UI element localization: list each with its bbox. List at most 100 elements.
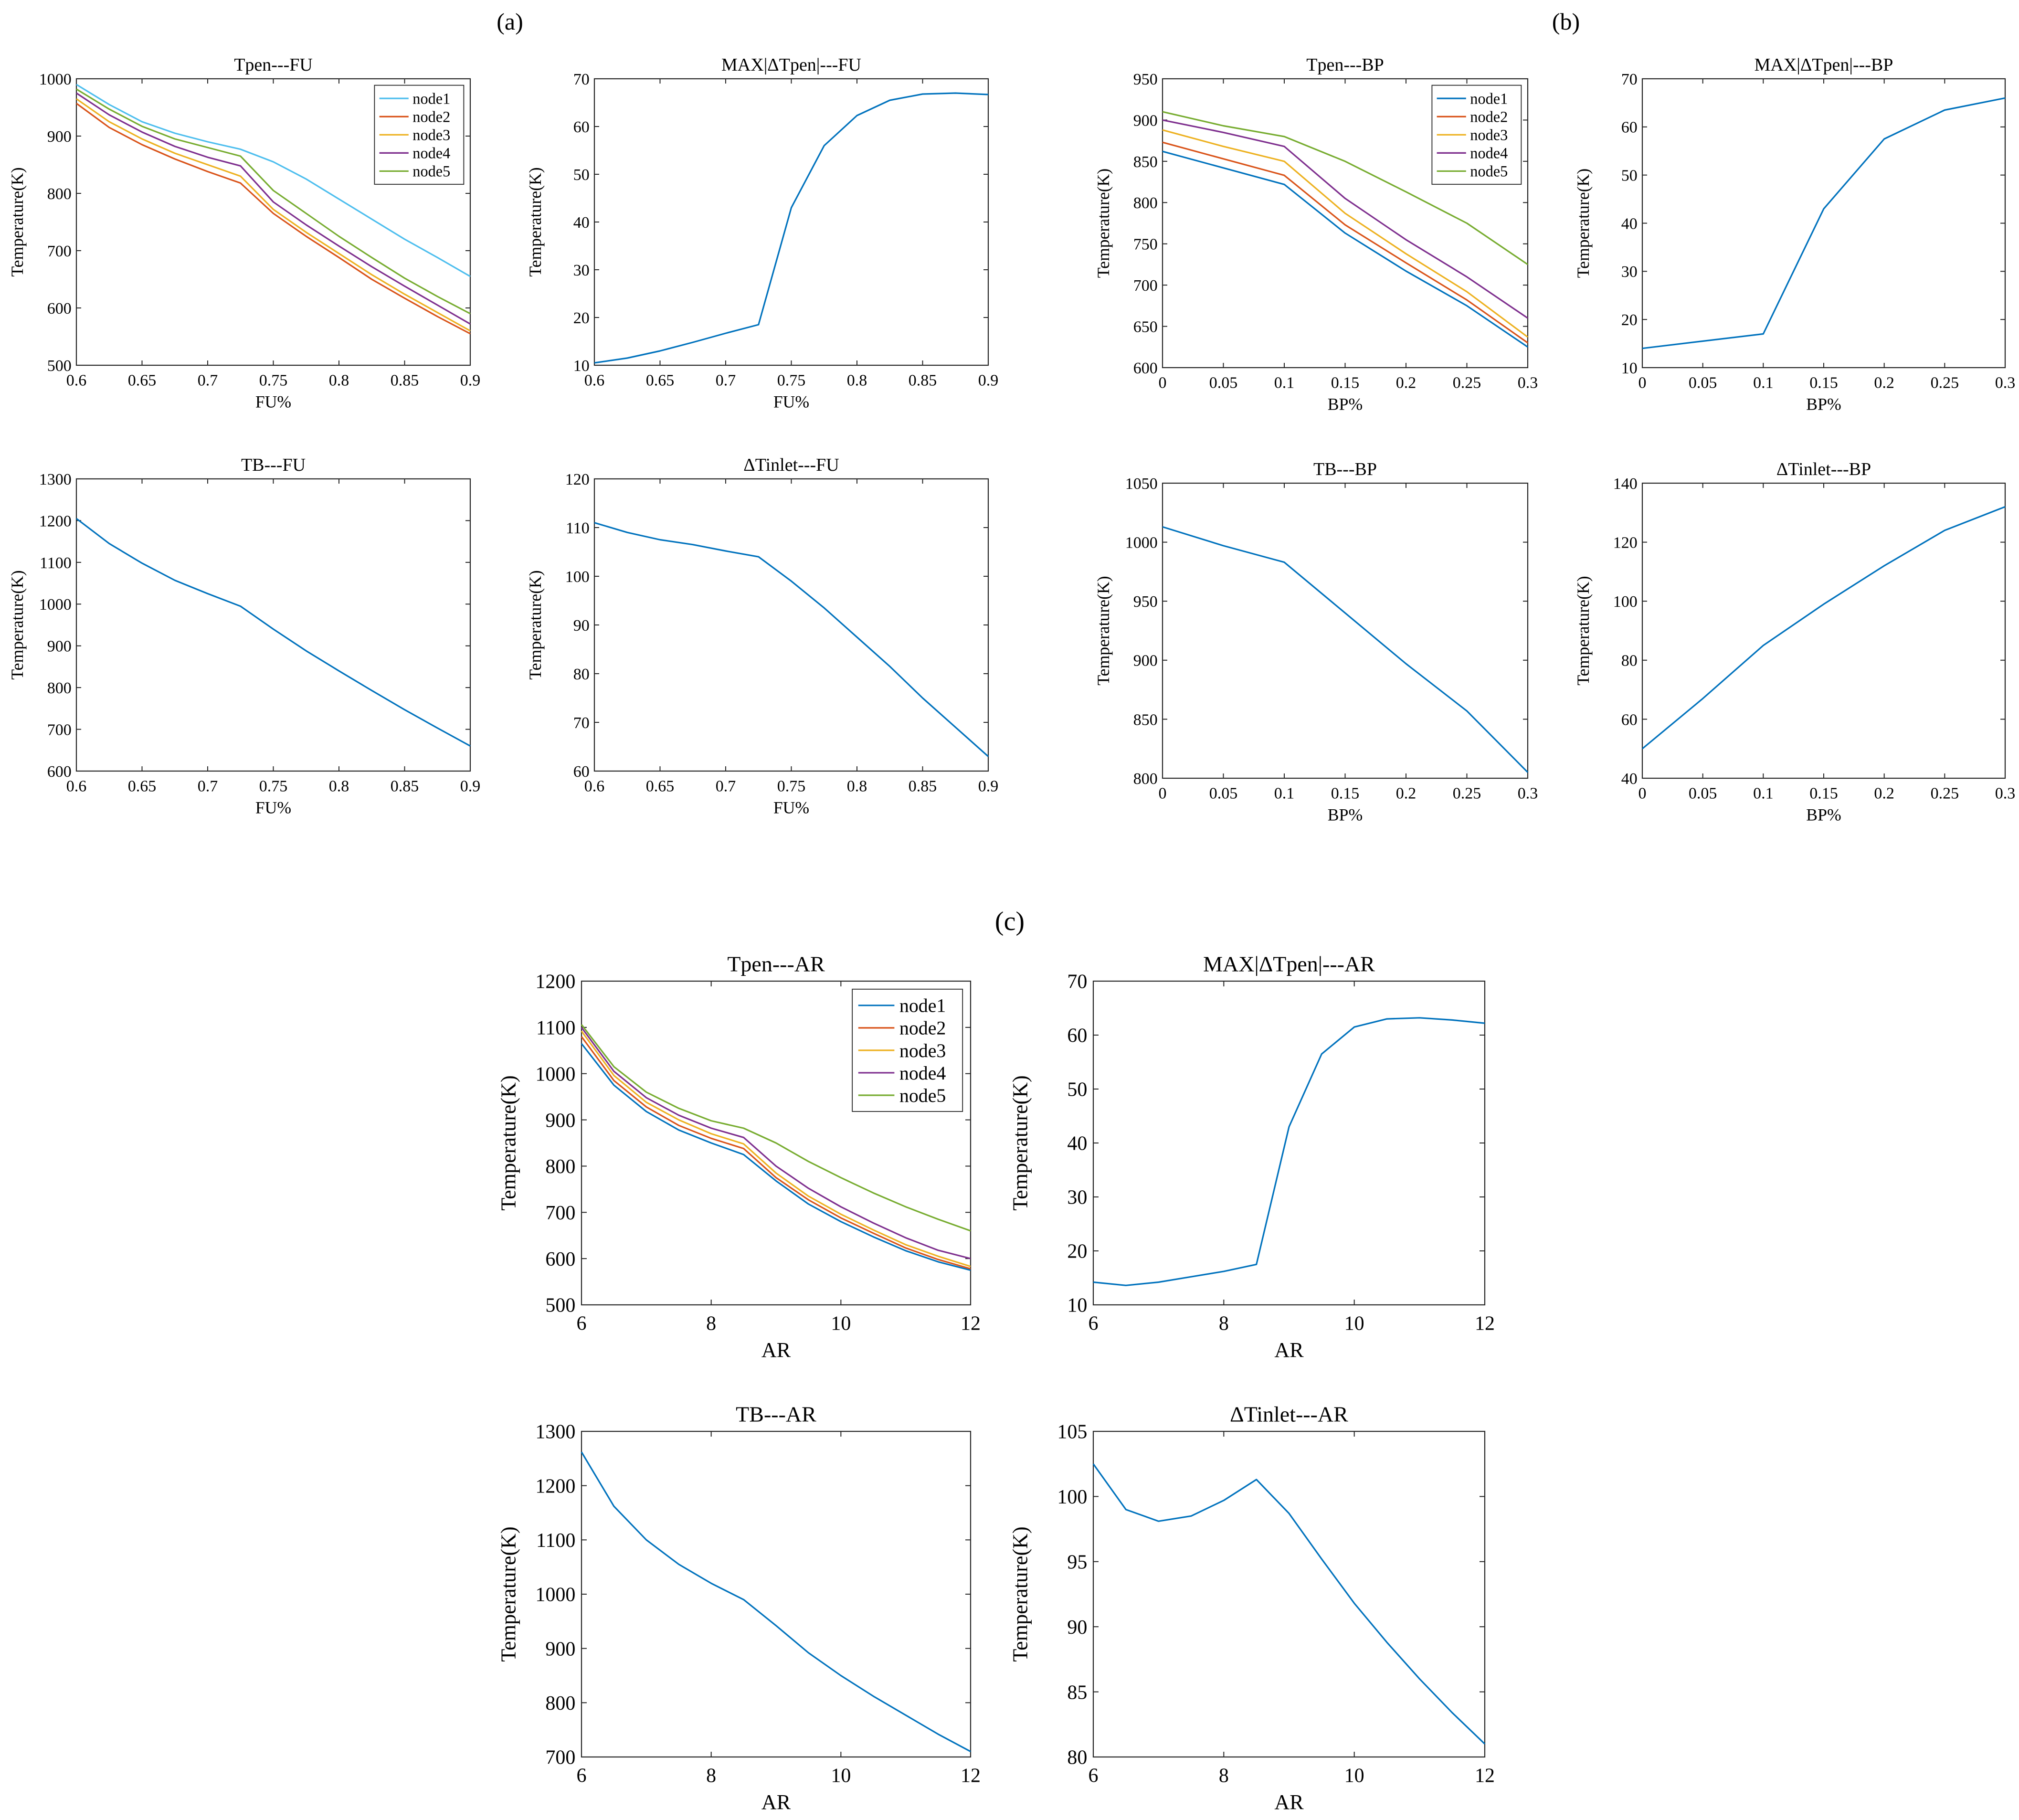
legend-label-node4: node4	[412, 145, 450, 162]
y-tick-label: 90	[1067, 1617, 1087, 1639]
chart-title: ΔTinlet---FU	[743, 455, 839, 475]
x-tick-label: 0.25	[1931, 374, 1959, 392]
chart-title: ΔTinlet---BP	[1776, 459, 1871, 479]
y-tick-label: 1000	[1125, 534, 1158, 552]
series-line-node3	[581, 1030, 971, 1268]
y-tick-label: 140	[1613, 475, 1638, 493]
x-axis-label: BP%	[1806, 394, 1841, 413]
legend-label-node3: node3	[412, 127, 450, 144]
legend-label-node1: node1	[412, 90, 450, 107]
y-axis-label: Temperature(K)	[1574, 576, 1593, 685]
legend-label-node3: node3	[1470, 127, 1508, 144]
y-tick-label: 70	[1621, 71, 1638, 88]
plot-frame	[1641, 482, 2006, 779]
y-axis-label: Temperature(K)	[526, 570, 545, 679]
x-axis-label: AR	[761, 1338, 791, 1362]
chart-title: MAX|ΔTpen|---FU	[721, 55, 861, 75]
y-tick-label: 60	[1621, 711, 1638, 729]
x-tick-label: 0.2	[1874, 785, 1894, 803]
series-line	[1093, 1017, 1485, 1286]
y-tick-label: 700	[545, 1202, 575, 1224]
chart-maxdtpen-bp: 0 0.05 0.1 0.15 0.2 0.25 0.3 10 20 30 40 50 60 70 MAX|…	[1574, 55, 2015, 414]
chart-title: MAX|ΔTpen|---AR	[1203, 952, 1375, 976]
x-tick-label: 0.65	[646, 372, 675, 390]
y-tick-label: 850	[1133, 153, 1158, 171]
x-tick-label: 12	[1475, 1313, 1495, 1335]
series-line-node1	[76, 84, 471, 277]
y-tick-label: 120	[1613, 534, 1638, 552]
legend-label-node3: node3	[899, 1040, 946, 1061]
series-line-node4	[76, 92, 471, 325]
x-tick-label: 0.75	[259, 372, 288, 390]
y-tick-label: 50	[1067, 1079, 1087, 1101]
y-tick-label: 600	[47, 763, 72, 781]
chart-maxdtpen-ar: 6 8 10 12 10 20 30 40 50 60 70 MAX|ΔTpen|---AR AR Tem…	[1008, 952, 1495, 1362]
x-tick-label: 6	[577, 1765, 587, 1787]
y-tick-label: 10	[573, 357, 590, 375]
x-tick-label: 0.1	[1753, 785, 1774, 803]
x-tick-label: 0	[1159, 785, 1167, 803]
series-line	[594, 92, 989, 364]
y-axis-label: Temperature(K)	[1008, 1075, 1032, 1210]
x-axis-label: FU%	[773, 392, 809, 411]
y-tick-label: 1000	[39, 71, 72, 88]
x-tick-label: 0.65	[646, 778, 675, 795]
y-tick-label: 70	[1067, 971, 1087, 993]
y-tick-label: 120	[565, 471, 590, 488]
x-axis-label: BP%	[1328, 805, 1363, 824]
x-tick-label: 8	[706, 1765, 716, 1787]
x-tick-label: 0.25	[1453, 785, 1481, 803]
x-tick-label: 0.3	[1518, 785, 1538, 803]
series-line	[581, 1451, 971, 1753]
chart-title: Tpen---BP	[1306, 55, 1384, 75]
y-tick-label: 100	[1057, 1486, 1087, 1508]
x-tick-label: 0.8	[847, 778, 867, 795]
y-axis-label: Temperature(K)	[1008, 1526, 1032, 1661]
series-line	[76, 518, 471, 747]
y-axis-label: Temperature(K)	[526, 167, 545, 276]
y-tick-label: 60	[573, 763, 590, 781]
y-tick-label: 20	[1621, 311, 1638, 329]
y-tick-label: 105	[1057, 1421, 1087, 1443]
y-tick-label: 30	[1621, 263, 1638, 281]
legend-label-node4: node4	[899, 1062, 946, 1084]
y-tick-label: 80	[573, 666, 590, 683]
y-tick-label: 10	[1067, 1295, 1087, 1317]
y-tick-label: 70	[573, 714, 590, 732]
x-tick-label: 8	[1219, 1765, 1229, 1787]
x-tick-label: 0.6	[584, 778, 605, 795]
x-tick-label: 0.8	[847, 372, 867, 390]
chart-title: TB---FU	[241, 455, 306, 475]
y-tick-label: 500	[545, 1295, 575, 1317]
x-tick-label: 0.85	[909, 372, 937, 390]
chart-dtinlet-ar: 6 8 10 12 80 85 90 95 100 105 ΔTinlet---AR AR Temper…	[1008, 1402, 1495, 1814]
series-line-node5	[581, 1024, 971, 1232]
chart-tpen-ar: 6 8 10 12 500 600 700 800 900 1000 1100 1200 Tpen---…	[497, 952, 981, 1362]
y-tick-label: 1000	[535, 1063, 575, 1085]
x-tick-label: 0.75	[777, 372, 806, 390]
y-tick-label: 110	[566, 519, 590, 537]
x-tick-label: 12	[1475, 1765, 1495, 1787]
y-tick-label: 650	[1133, 318, 1158, 336]
series-line-node5	[1162, 111, 1528, 265]
x-tick-label: 0.85	[391, 778, 419, 795]
x-axis-label: AR	[761, 1790, 791, 1814]
x-tick-label: 0.9	[460, 372, 481, 390]
plot-frame	[593, 478, 989, 772]
y-axis-label: Temperature(K)	[1094, 576, 1113, 685]
plot-frame	[1092, 1430, 1486, 1758]
x-axis-label: BP%	[1328, 394, 1363, 413]
panel-label-b: (b)	[1552, 8, 1580, 35]
plot-frame	[1162, 482, 1529, 779]
x-tick-label: 0.25	[1453, 374, 1481, 392]
y-tick-label: 20	[1067, 1241, 1087, 1263]
series-line-node5	[76, 88, 471, 315]
y-tick-label: 700	[1133, 277, 1158, 295]
y-tick-label: 60	[1067, 1025, 1087, 1047]
x-axis-label: FU%	[773, 798, 809, 817]
y-tick-label: 700	[47, 243, 72, 260]
x-tick-label: 0.05	[1689, 785, 1717, 803]
legend-label-node2: node2	[1470, 108, 1508, 125]
